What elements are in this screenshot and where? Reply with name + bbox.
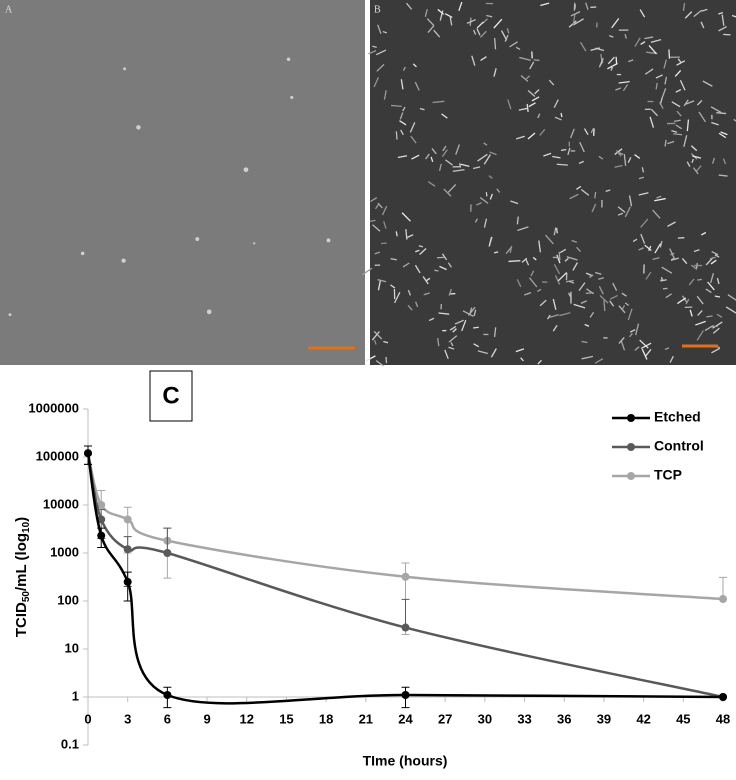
x-tick-label: 33: [517, 711, 531, 726]
speck: [253, 242, 255, 244]
legend-marker: [627, 472, 635, 480]
speck: [244, 167, 249, 172]
texture: [460, 163, 461, 167]
legend-marker: [627, 443, 635, 451]
legend-label: TCP: [654, 467, 682, 483]
error-bar: [402, 599, 410, 627]
texture: [715, 296, 720, 297]
speck: [290, 96, 293, 99]
x-tick-label: 36: [557, 711, 571, 726]
texture: [586, 293, 594, 294]
texture: [604, 300, 605, 311]
texture: [557, 228, 558, 233]
x-tick-label: 6: [164, 711, 171, 726]
point: [402, 691, 410, 699]
y-tick-label: 1000: [50, 544, 79, 559]
panel-label: C: [162, 382, 179, 409]
x-tick-label: 18: [319, 711, 333, 726]
y-tick-label: 1000000: [28, 400, 79, 415]
texture: [616, 57, 617, 64]
y-tick-label: 1: [72, 688, 79, 703]
panel-label: A: [5, 4, 13, 15]
texture: [561, 113, 562, 117]
y-label-part: 10: [21, 521, 32, 533]
x-tick-label: 3: [124, 711, 131, 726]
texture: [575, 4, 576, 9]
texture: [706, 316, 712, 317]
panel-label: B: [374, 4, 381, 15]
legend-marker: [627, 414, 635, 422]
x-tick-label: 48: [716, 711, 730, 726]
y-tick-label: 0.1: [61, 736, 79, 751]
texture: [716, 113, 726, 114]
y-label-part: /mL (log: [13, 533, 30, 591]
texture: [669, 49, 670, 58]
legend-label: Etched: [654, 409, 701, 425]
x-tick-label: 27: [438, 711, 452, 726]
point: [124, 578, 132, 586]
x-tick-label: 42: [636, 711, 650, 726]
x-tick-label: 21: [359, 711, 373, 726]
point: [402, 624, 410, 632]
speck: [207, 309, 212, 314]
x-tick-label: 15: [279, 711, 293, 726]
x-tick-label: 39: [597, 711, 611, 726]
texture: [495, 38, 496, 49]
x-tick-label: 24: [398, 711, 413, 726]
point: [719, 595, 727, 603]
y-tick-label: 100: [57, 592, 79, 607]
point: [124, 545, 132, 553]
speck: [121, 259, 125, 263]
texture: [370, 220, 375, 221]
y-tick-label: 10: [65, 640, 79, 655]
point: [163, 691, 171, 699]
speck: [195, 237, 199, 241]
point: [719, 693, 727, 701]
point: [402, 573, 410, 581]
texture: [434, 270, 438, 271]
point: [163, 549, 171, 557]
legend-label: Control: [654, 438, 704, 454]
speck: [287, 58, 291, 62]
texture: [396, 131, 397, 139]
speck: [123, 67, 126, 70]
speck: [9, 313, 12, 316]
texture: [517, 217, 518, 225]
point: [124, 515, 132, 523]
texture: [473, 327, 479, 328]
speck: [327, 238, 331, 242]
point: [84, 449, 92, 457]
x-tick-label: 30: [478, 711, 492, 726]
sem-image-a: [0, 0, 365, 365]
texture: [697, 279, 702, 280]
texture: [508, 261, 520, 262]
x-tick-label: 0: [84, 711, 91, 726]
sem-image-b: [362, 0, 736, 366]
x-tick-label: 12: [240, 711, 254, 726]
y-label-part: ): [13, 517, 30, 522]
point: [97, 532, 105, 540]
x-tick-label: 45: [676, 711, 690, 726]
x-axis-label: TIme (hours): [363, 753, 448, 769]
y-tick-label: 10000: [43, 496, 79, 511]
speck: [81, 252, 85, 256]
y-label-part: TCID: [13, 602, 30, 637]
texture: [559, 252, 560, 260]
x-tick-label: 9: [203, 711, 210, 726]
texture: [557, 164, 568, 165]
y-axis-label: TCID50/mL (log10): [13, 517, 32, 637]
speck: [136, 125, 141, 130]
texture: [486, 192, 487, 196]
y-label-part: 50: [21, 591, 32, 603]
y-tick-label: 100000: [36, 448, 79, 463]
